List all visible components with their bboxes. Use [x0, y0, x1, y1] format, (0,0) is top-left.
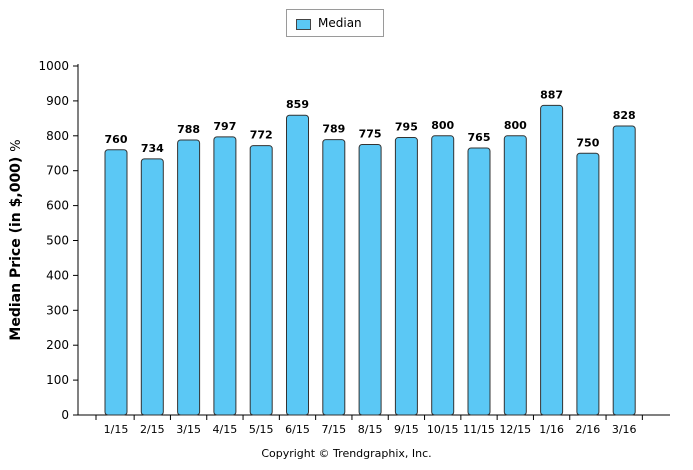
y-tick-label: 1000: [38, 59, 69, 73]
y-tick-label: 300: [46, 303, 69, 317]
bar: [540, 104, 564, 416]
data-label: 772: [250, 129, 273, 142]
data-label: 795: [395, 121, 418, 134]
data-label: 750: [576, 136, 599, 149]
x-tick-label: 2/15: [140, 423, 165, 436]
legend-swatch: [296, 19, 311, 30]
bar: [213, 136, 237, 416]
copyright-text: Copyright © Trendgraphix, Inc.: [261, 447, 432, 460]
x-tick-label: 3/16: [612, 423, 637, 436]
y-tick-label: 800: [46, 129, 69, 143]
x-tick-label: 7/15: [321, 423, 346, 436]
data-label: 800: [431, 119, 454, 132]
x-tick-label: 10/15: [427, 423, 459, 436]
y-tick-label: 0: [61, 408, 69, 422]
legend-label: Median: [318, 16, 362, 30]
y-tick-label: 900: [46, 94, 69, 108]
x-tick-label: 6/15: [285, 423, 310, 436]
x-tick-label: 1/16: [539, 423, 564, 436]
y-tick-label: 400: [46, 268, 69, 282]
y-tick-label: 600: [46, 199, 69, 213]
bar: [249, 145, 273, 416]
bar: [140, 158, 164, 416]
data-label: 734: [141, 142, 164, 155]
data-label: 775: [359, 128, 382, 141]
bar: [612, 125, 636, 416]
bar: [467, 147, 491, 416]
data-label: 800: [504, 119, 527, 132]
x-tick-label: 2/16: [576, 423, 601, 436]
legend: Median: [286, 9, 384, 37]
bar: [286, 114, 309, 416]
x-tick-label: 3/15: [176, 423, 201, 436]
y-tick-label: 200: [46, 338, 69, 352]
data-label: 788: [177, 123, 200, 136]
y-tick-label: 500: [46, 234, 69, 248]
bar: [358, 144, 382, 416]
x-tick-label: 11/15: [463, 423, 495, 436]
x-tick-label: 8/15: [358, 423, 383, 436]
bar: [177, 139, 201, 416]
data-label: 797: [213, 120, 236, 133]
bar: [431, 135, 455, 416]
x-tick-label: 12/15: [499, 423, 531, 436]
x-tick-label: 9/15: [394, 423, 419, 436]
data-label: 828: [613, 109, 636, 122]
x-tick-label: 1/15: [104, 423, 129, 436]
data-label: 887: [540, 88, 563, 101]
bar: [576, 152, 600, 416]
data-label: 789: [322, 123, 345, 136]
bar: [503, 135, 527, 416]
x-tick-label: 4/15: [213, 423, 238, 436]
bar: [104, 149, 128, 416]
data-label: 765: [468, 131, 491, 144]
data-label: 859: [286, 98, 309, 111]
y-tick-label: 700: [46, 164, 69, 178]
bar: [394, 137, 418, 416]
y-tick-label: 100: [46, 373, 69, 387]
x-tick-label: 5/15: [249, 423, 274, 436]
data-label: 760: [105, 133, 128, 146]
bar: [322, 139, 346, 416]
